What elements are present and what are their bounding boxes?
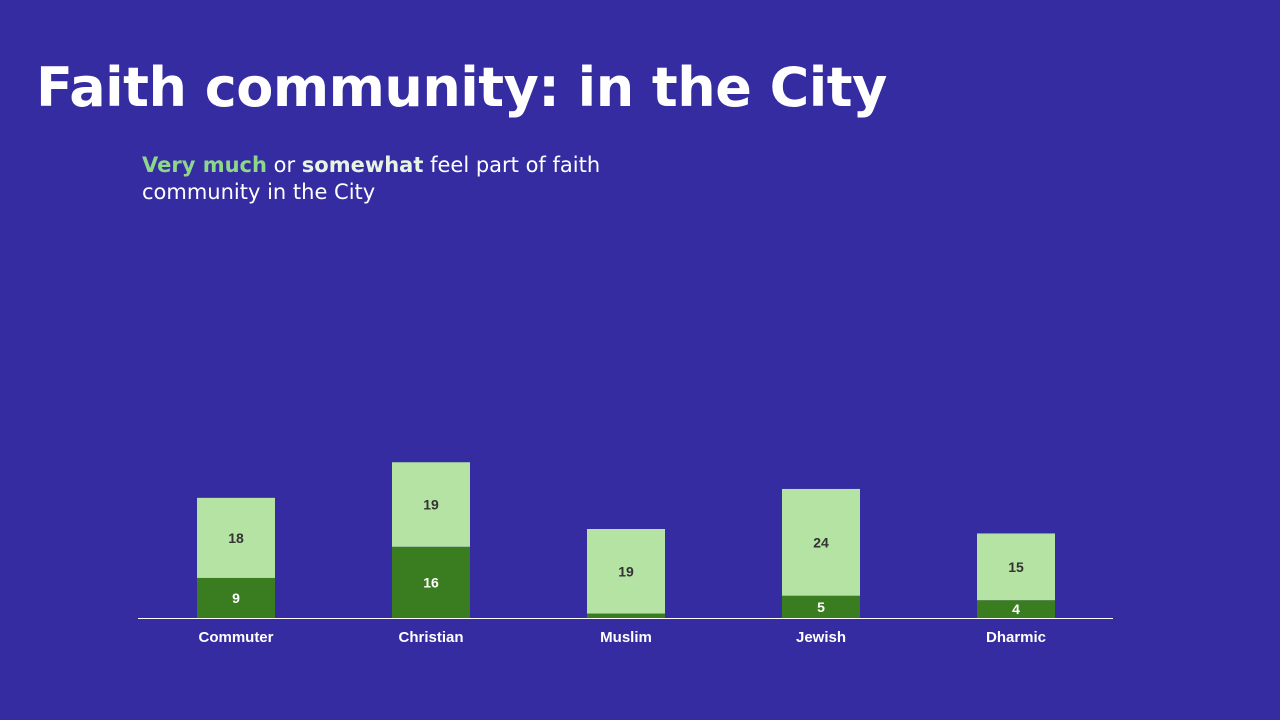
category-label-jewish: Jewish [796, 629, 846, 646]
chart-subtitle: Very much or somewhat feel part of faith… [142, 152, 642, 206]
page-title: Faith community: in the City [36, 56, 887, 119]
data-label-very-much-christian: 16 [423, 574, 439, 590]
data-label-somewhat-commuter: 18 [228, 530, 244, 546]
bar-very-much-jewish [782, 595, 860, 618]
bar-very-much-christian [392, 546, 470, 618]
labels-group: 9 18 Commuter 16 19 Christian 19 Muslim 5 24 Jewis… [198, 497, 1046, 646]
category-label-muslim: Muslim [600, 629, 652, 646]
bar-very-much-dharmic [977, 600, 1055, 618]
bar-very-much-muslim [587, 613, 665, 618]
bar-somewhat-dharmic [977, 533, 1055, 601]
data-label-somewhat-jewish: 24 [813, 534, 829, 550]
bar-somewhat-muslim [587, 529, 665, 614]
data-label-somewhat-christian: 19 [423, 497, 439, 513]
bar-somewhat-jewish [782, 488, 860, 596]
bar-somewhat-commuter [197, 497, 275, 578]
bar-somewhat-christian [392, 462, 470, 547]
bar-very-much-commuter [197, 577, 275, 618]
subtitle-or: or [266, 153, 302, 177]
subtitle-rest: feel part of faith community in the City [142, 153, 601, 204]
subtitle-somewhat: somewhat [301, 153, 424, 177]
data-label-somewhat-dharmic: 15 [1008, 559, 1024, 575]
category-label-christian: Christian [398, 629, 463, 646]
subtitle-very-much: Very much [142, 153, 267, 177]
data-label-somewhat-muslim: 19 [618, 563, 634, 579]
category-label-dharmic: Dharmic [986, 629, 1046, 646]
bars-group [197, 462, 1055, 618]
category-label-commuter: Commuter [198, 629, 273, 646]
data-label-very-much-jewish: 5 [817, 599, 825, 615]
data-label-very-much-commuter: 9 [232, 590, 240, 606]
data-label-very-much-dharmic: 4 [1012, 601, 1020, 617]
